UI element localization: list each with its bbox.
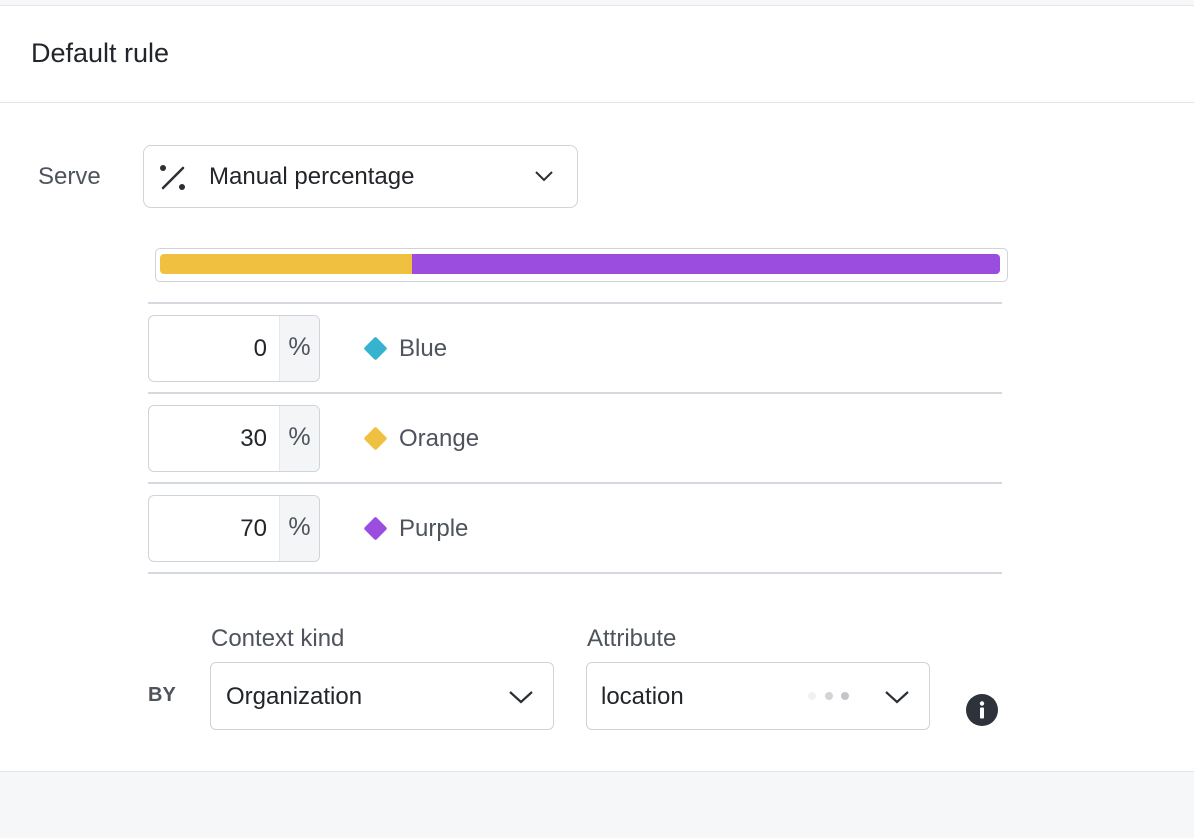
rule-card: [0, 5, 1194, 772]
divider: [0, 102, 1194, 103]
percent-unit: %: [279, 316, 319, 381]
card-title: Default rule: [31, 38, 170, 68]
bar-segment: [412, 254, 1000, 274]
percent-value: 30: [240, 425, 267, 452]
serve-dropdown[interactable]: Manual percentage: [143, 145, 578, 208]
row-divider: [148, 302, 1002, 304]
serve-label: Serve: [38, 163, 101, 190]
percent-input[interactable]: 0%: [148, 315, 320, 382]
percent-icon: [160, 165, 185, 190]
row-divider: [148, 572, 1002, 574]
by-label: BY: [148, 684, 176, 706]
chevron: [509, 691, 533, 704]
variation-name: Purple: [399, 515, 469, 542]
percentage-bar: [160, 254, 1000, 274]
variation-name: Orange: [399, 425, 480, 452]
attribute-label: Attribute: [587, 625, 677, 652]
percent-input[interactable]: 30%: [148, 405, 320, 472]
context-kind-selected: Organization: [226, 683, 363, 710]
info-icon[interactable]: [965, 693, 999, 727]
row-divider: [148, 482, 1002, 484]
percent-unit: %: [279, 406, 319, 471]
percent-input[interactable]: 70%: [148, 495, 320, 562]
percent-value: 0: [253, 335, 267, 362]
loading-dots: [808, 692, 849, 700]
chevron: [535, 171, 553, 182]
bar-segment: [160, 254, 412, 274]
percent-unit: %: [279, 496, 319, 561]
context-kind-label: Context kind: [211, 625, 345, 652]
percent-value: 70: [240, 515, 267, 542]
variation-name: Blue: [399, 335, 448, 362]
chevron: [885, 691, 909, 704]
row-divider: [148, 392, 1002, 394]
attribute-dropdown[interactable]: location: [586, 662, 930, 730]
serve-selected: Manual percentage: [209, 163, 415, 190]
attribute-selected: location: [601, 683, 684, 710]
context-kind-dropdown[interactable]: Organization: [210, 662, 554, 730]
